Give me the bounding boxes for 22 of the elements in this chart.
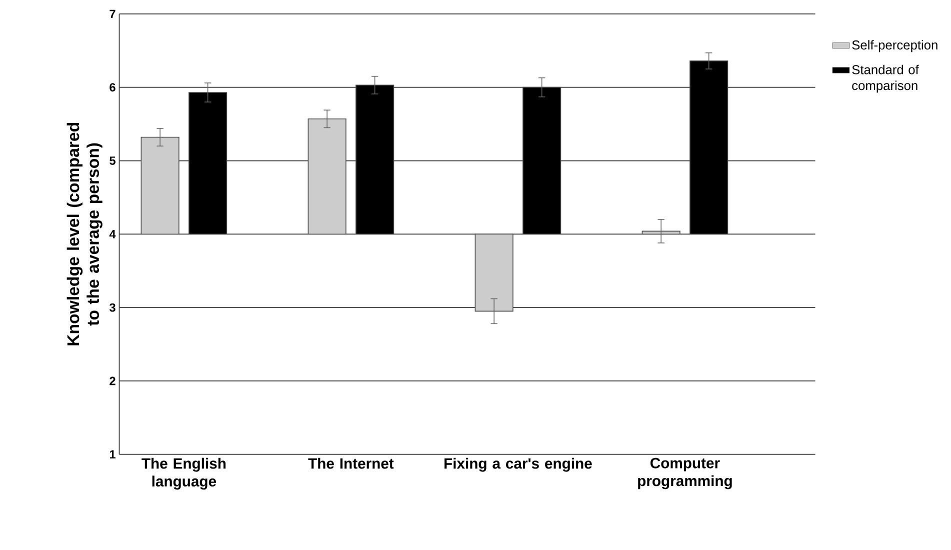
y-tick-label: 4 [109,230,116,238]
y-tick-label: 5 [110,156,116,165]
bar [308,118,346,235]
y-tick-label: 7 [110,10,116,18]
bar [474,234,514,312]
legend-label: Standard of comparison [852,64,919,93]
y-tick-label: 1 [110,450,116,459]
bar [690,60,728,235]
y-axis-title: Knowledge level (compared to the average person) [66,123,102,346]
bar [522,87,562,235]
bar [356,84,394,235]
y-tick-label: 6 [110,83,116,92]
y-tick-label: 2 [110,376,116,386]
x-tick-label: Fixing a car's engine [444,458,592,472]
bar [188,92,228,235]
y-tick-label: 3 [109,303,116,312]
x-tick-label: Computer programming [638,458,732,490]
bar [140,136,180,235]
bar [642,230,680,235]
x-tick-label: The Internet [308,458,394,469]
x-tick-label: The English language [142,458,226,490]
legend-label: Self-perception [852,40,938,52]
